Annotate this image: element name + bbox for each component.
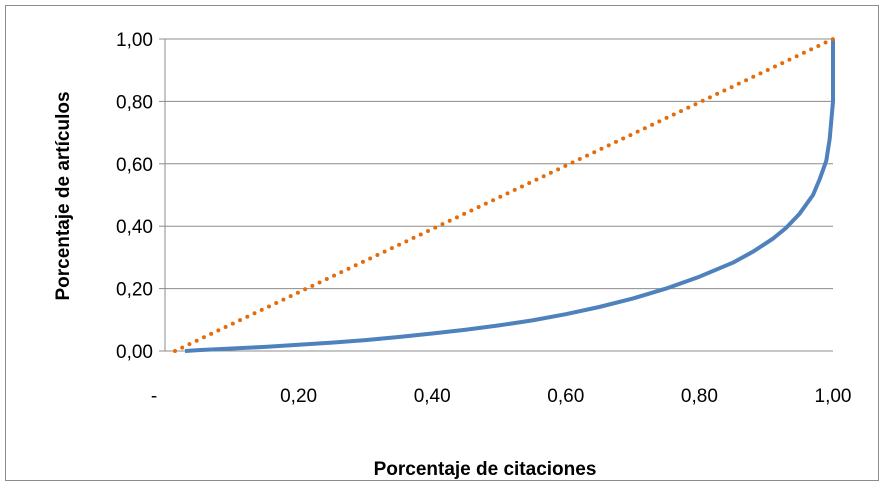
series-line-diagonal (173, 37, 835, 353)
x-tick-label: 0,60 (547, 386, 584, 407)
x-tick-label: 0,80 (681, 386, 718, 407)
y-tick-label: 0,00 (116, 342, 153, 363)
y-tick-label: 1,00 (116, 30, 153, 51)
x-tick-label: 0,20 (280, 386, 317, 407)
y-tick-label: 0,40 (116, 217, 153, 238)
grid-lines (165, 38, 833, 352)
x-tick-label: 0,40 (414, 386, 451, 407)
y-tick-label: 0,20 (116, 280, 153, 301)
series-layer (173, 37, 835, 353)
x-tick-label: 1,00 (815, 386, 852, 407)
chart-frame (5, 5, 879, 481)
series-line-curve (184, 39, 835, 353)
y-tick-label: 0,80 (116, 92, 153, 113)
x-axis-title: Porcentaje de citaciones (374, 459, 597, 480)
x-tick-label: - (151, 386, 157, 407)
y-tick-label: 0,60 (116, 155, 153, 176)
axis-layer: 0,00 0,20 0,40 0,60 0,80 1,00 - 0,20 0,40 0,60 0,8… (116, 30, 851, 407)
y-axis-title: Porcentaje de artículos (53, 91, 74, 300)
